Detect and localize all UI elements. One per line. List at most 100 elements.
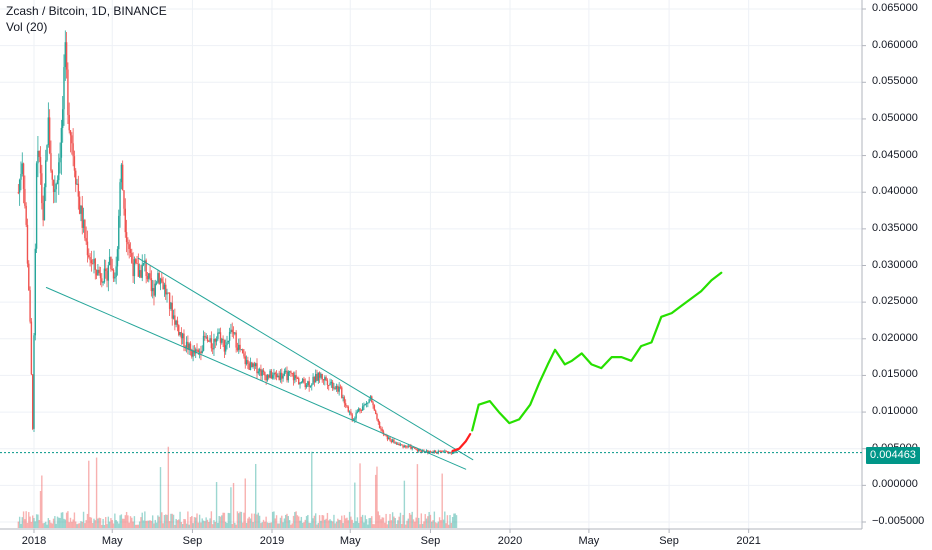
- volume-bar: [399, 512, 402, 528]
- candle-body: [141, 264, 143, 278]
- volume-bar: [307, 514, 309, 528]
- candle-body: [200, 351, 202, 354]
- volume-bar: [287, 516, 290, 528]
- volume-legend[interactable]: Vol (20): [6, 20, 48, 34]
- candle-body: [391, 439, 394, 443]
- volume-bar: [137, 524, 140, 528]
- volume-bar: [339, 519, 342, 528]
- candle-body: [312, 376, 314, 385]
- volume-bar: [101, 524, 103, 528]
- candle-body: [363, 404, 365, 407]
- volume-bar: [415, 517, 417, 528]
- volume-bar: [288, 520, 291, 528]
- candle-body: [38, 150, 40, 157]
- volume-bar: [25, 511, 27, 528]
- volume-bar: [395, 523, 398, 528]
- candle-body: [257, 371, 260, 374]
- volume-bar: [24, 519, 26, 528]
- volume-bar: [404, 524, 407, 528]
- volume-bar: [423, 521, 425, 528]
- volume-bar: [359, 463, 361, 528]
- volume-bar: [290, 524, 292, 528]
- candle-body: [450, 452, 453, 454]
- volume-bar: [103, 524, 106, 528]
- volume-bar: [348, 511, 351, 528]
- candle-body: [61, 109, 64, 128]
- volume-bar: [282, 522, 284, 528]
- candle-body: [76, 183, 78, 185]
- candle-body: [69, 130, 72, 136]
- candle-body: [101, 278, 103, 283]
- candle-body: [37, 150, 39, 164]
- candle-body: [30, 321, 33, 375]
- candle-body: [146, 276, 149, 280]
- volume-bar: [97, 518, 99, 528]
- candle-body: [110, 256, 112, 269]
- volume-bar: [444, 511, 446, 528]
- volume-bar: [86, 513, 89, 528]
- volume-bar: [166, 514, 168, 528]
- volume-bar: [82, 511, 85, 528]
- volume-bar: [425, 518, 428, 528]
- candle-body: [295, 375, 297, 379]
- volume-bar: [418, 517, 420, 528]
- candle-body: [311, 384, 313, 386]
- candle-body: [273, 372, 275, 376]
- candle-body: [77, 183, 80, 197]
- candle-body: [314, 374, 317, 383]
- candle-body: [445, 450, 447, 452]
- volume-bar: [270, 522, 273, 528]
- volume-bar: [106, 524, 108, 528]
- volume-bar: [416, 464, 419, 528]
- price-candles: [17, 30, 458, 455]
- candle-body: [205, 336, 207, 338]
- candle-body: [181, 333, 184, 339]
- volume-bar: [119, 515, 121, 528]
- volume-bar: [278, 523, 280, 528]
- candle-body: [215, 338, 218, 342]
- volume-bar: [337, 518, 339, 528]
- candle-body: [401, 444, 403, 446]
- volume-bar: [398, 516, 400, 528]
- candle-body: [308, 381, 310, 387]
- candle-body: [158, 273, 160, 284]
- volume-bar: [140, 517, 142, 528]
- volume-bar: [281, 515, 283, 528]
- volume-bar: [291, 523, 293, 528]
- volume-bar: [60, 512, 63, 528]
- volume-bar: [384, 522, 386, 528]
- volume-bar: [61, 512, 64, 528]
- candle-body: [344, 403, 347, 406]
- volume-bar: [325, 518, 327, 528]
- candle-body: [372, 402, 374, 406]
- candle-body: [281, 372, 283, 379]
- candle-body: [17, 192, 20, 194]
- candle-body: [343, 397, 346, 404]
- candle-body: [198, 351, 201, 353]
- volume-bar: [235, 524, 237, 528]
- y-tick-label: 0.010000: [872, 405, 918, 418]
- volume-bar: [154, 519, 156, 528]
- symbol-legend[interactable]: Zcash / Bitcoin, 1D, BINANCE: [6, 4, 167, 18]
- candle-body: [26, 224, 29, 264]
- candle-body: [93, 258, 95, 264]
- candle-body: [256, 363, 258, 374]
- candle-body: [42, 203, 44, 221]
- volume-bar: [34, 521, 37, 528]
- candle-body: [298, 378, 300, 385]
- candle-body: [377, 419, 379, 422]
- candle-body: [360, 409, 363, 411]
- volume-bar: [378, 515, 381, 528]
- projection-green-line: [471, 271, 723, 432]
- volume-bar: [21, 517, 23, 528]
- volume-bar: [412, 519, 415, 528]
- candle-body: [107, 265, 110, 281]
- candle-body: [121, 164, 124, 191]
- volume-bar: [193, 517, 196, 528]
- candle-body: [444, 450, 446, 452]
- candle-body: [278, 375, 280, 380]
- candle-body: [105, 268, 107, 272]
- volume-bar: [434, 522, 437, 528]
